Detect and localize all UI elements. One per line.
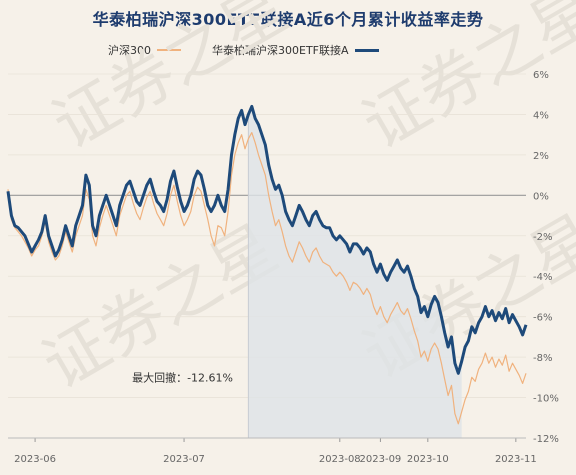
legend-swatch-index [157,49,181,51]
x-tick-label: 2023-06 [14,454,56,465]
y-tick-label: 4% [533,110,549,121]
series-line-index [7,132,527,425]
y-tick-label: -4% [533,272,552,283]
x-tick-label: 2023-10 [407,454,449,465]
y-tick-label: 6% [533,70,549,81]
x-tick-label: 2023-11 [495,454,537,465]
legend-label-index: 沪深300 [108,44,151,57]
legend-item-fund: 华泰柏瑞沪深300ETF联接A [212,42,379,58]
legend-item-index: 沪深300 [108,42,181,58]
y-tick-label: -6% [533,313,552,324]
series-line-fund [6,104,528,375]
legend: 华泰柏瑞沪深300ETF联接A 沪深300 [0,42,576,62]
x-tick-label: 2023-07 [163,454,205,465]
legend-label-fund: 华泰柏瑞沪深300ETF联接A [212,44,349,57]
chart-title: 华泰柏瑞沪深300ETF联接A近6个月累计收益率走势 [92,10,484,29]
watermark-text: 证券之星 [351,0,576,164]
y-tick-label: 2% [533,151,549,162]
y-tick-label: -2% [533,232,552,243]
y-tick-label: 0% [533,191,549,202]
x-tick-label: 2023-08 [319,454,361,465]
x-tick-label: 2023-09 [360,454,402,465]
y-tick-label: -10% [533,394,559,405]
drawdown-area [248,106,462,438]
y-tick-label: -12% [533,434,559,445]
drawdown-label: 最大回撤：-12.61% [132,370,233,384]
y-tick-label: -8% [533,353,552,364]
legend-swatch-fund [354,48,379,52]
